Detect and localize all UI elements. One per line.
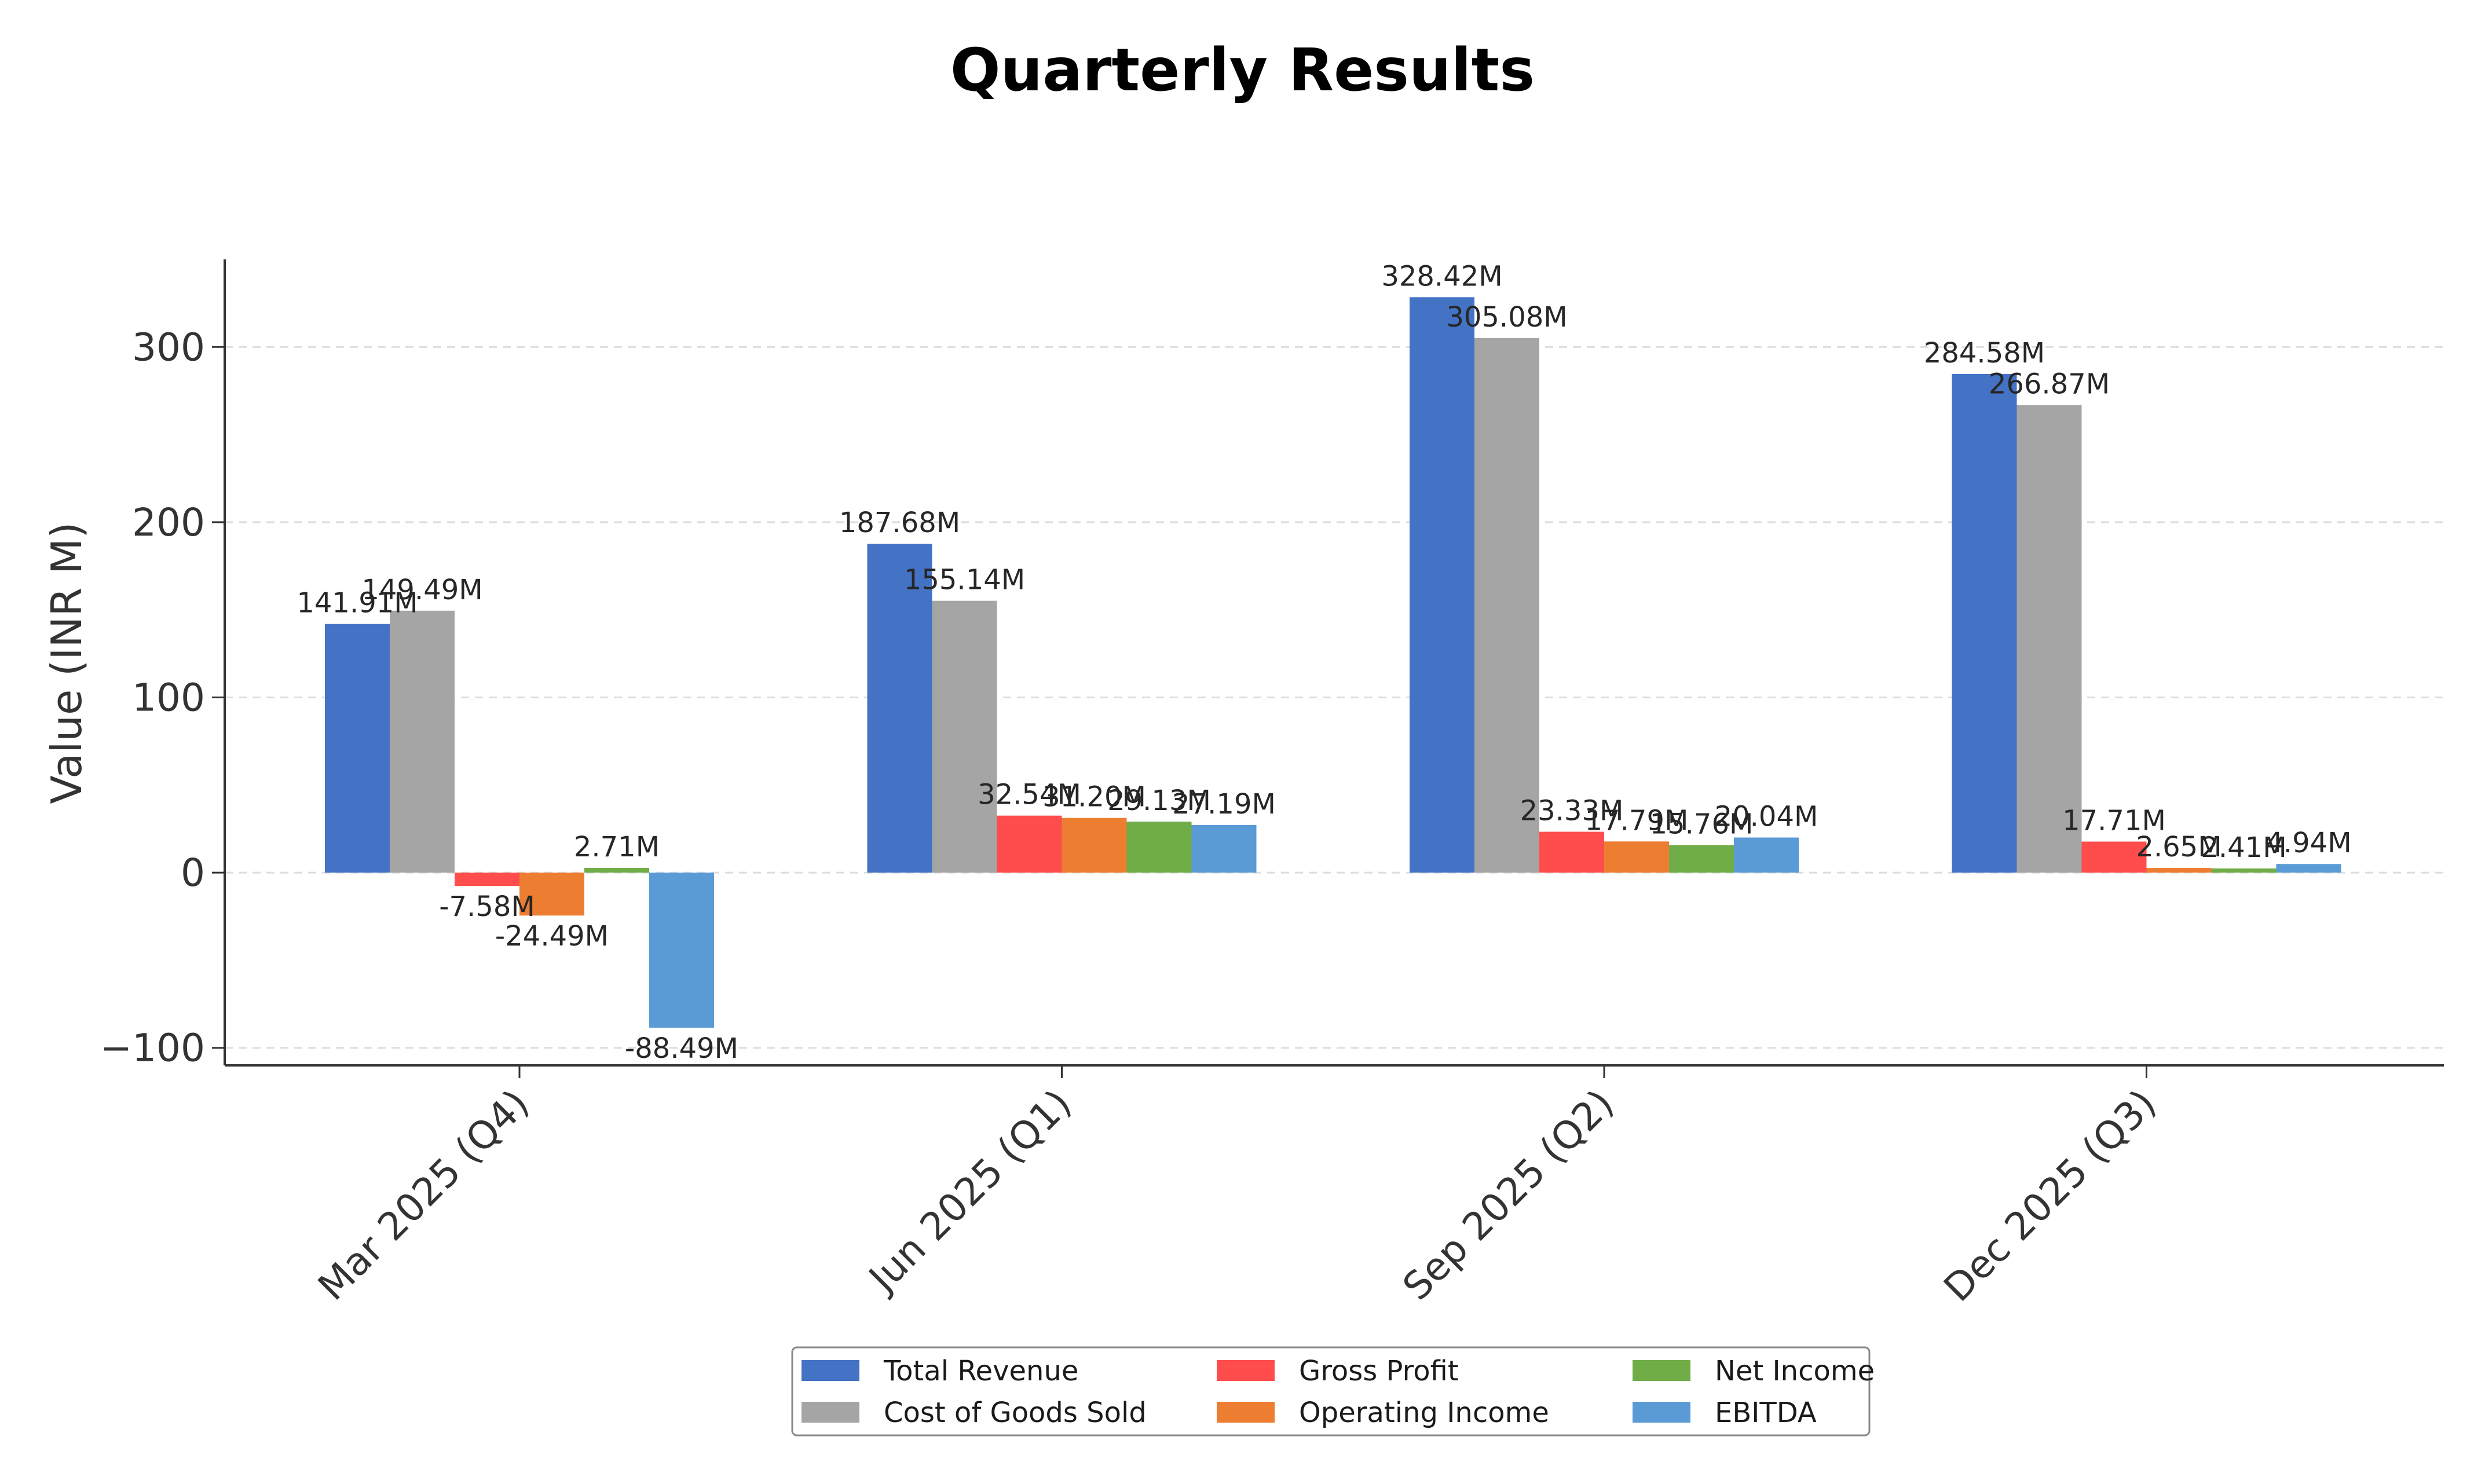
bar-gross-profit [2081,841,2147,873]
bar-ebitda [1734,837,1799,873]
data-labels: 141.91M 187.68M 328.42M 284.58M 149.49M 155.1… [297,260,2351,1065]
legend-swatch [1217,1402,1275,1423]
data-label: -88.49M [625,1032,738,1065]
x-tick-label: Sep 2025 (Q2) [1395,1081,1623,1309]
legend-label: Net Income [1715,1355,1875,1387]
legend-swatch [802,1402,859,1423]
legend: Total Revenue Cost of Goods Sold Gross Pro… [791,1346,1875,1437]
bar-ebitda [2276,864,2341,873]
bar-net-income [1669,845,1734,873]
legend-swatch [1217,1360,1275,1381]
data-label: 305.08M [1446,301,1567,334]
bar-total-revenue [867,544,932,873]
bar-gross-profit [455,873,519,886]
bar-cost-of-goods-sold [390,610,455,873]
bar-cost-of-goods-sold [2016,405,2082,873]
bar-operating-income [1604,841,1669,873]
bar-total-revenue [325,624,390,873]
data-label: 17.79M [1585,804,1689,837]
data-label: 27.19M [1172,788,1276,820]
data-label: 328.42M [1381,260,1502,292]
x-tick-label: Jun 2025 (Q1) [859,1081,1079,1302]
data-label: 266.87M [1989,368,2110,401]
data-label: 29.13M [1107,785,1211,817]
data-label: 20.04M [1715,800,1818,833]
bar-total-revenue [1952,373,2017,873]
y-tick-label: 0 [181,851,205,895]
bar-ebitda [1191,825,1257,873]
legend-frame [791,1346,1871,1437]
bar-cost-of-goods-sold [932,600,997,873]
legend-label: EBITDA [1715,1397,1817,1429]
y-tick-label: 100 [132,676,205,720]
y-tick-label: −100 [100,1026,205,1071]
data-label: 15.76M [1650,808,1754,840]
legend-swatch [802,1360,859,1381]
bar-total-revenue [1410,297,1474,873]
legend-label: Operating Income [1299,1397,1549,1429]
bar-net-income [1126,821,1192,873]
data-label: 2.65M [2136,831,2222,863]
bar-net-income [2211,868,2277,873]
data-label: 2.71M [574,831,660,863]
data-label: 32.54M [978,779,1081,811]
bar-operating-income [1062,818,1127,873]
data-label: 17.71M [2062,805,2166,837]
y-axis-label: Value (INR M) [42,522,91,804]
data-label: 31.20M [1042,781,1146,814]
y-tick-label: 200 [132,500,205,545]
x-tick-label: Dec 2025 (Q3) [1935,1081,2165,1310]
bar-ebitda [649,873,714,1028]
data-label: 23.33M [1520,795,1624,827]
data-label: 155.14M [904,564,1025,596]
bar-gross-profit [1539,831,1604,873]
bar-net-income [584,867,649,873]
data-label: 284.58M [1924,337,2045,369]
data-label: 149.49M [361,574,482,606]
y-tick-label: 300 [132,325,205,369]
bar-gross-profit [997,815,1062,873]
data-label: 141.91M [297,587,418,620]
legend-swatch [1633,1402,1690,1423]
chart-title: Quarterly Results [950,36,1535,105]
legend-swatch [1633,1360,1690,1381]
bar-cost-of-goods-sold [1474,338,1539,873]
legend-label: Cost of Goods Sold [884,1397,1147,1429]
bar-operating-income [2146,868,2212,873]
bar-operating-income [519,873,584,916]
legend-label: Total Revenue [883,1355,1078,1387]
x-tick-label: Mar 2025 (Q4) [310,1081,538,1309]
data-label: 187.68M [839,507,960,539]
data-label: 2.41M [2201,831,2286,864]
data-label: -24.49M [495,920,609,952]
data-label: 4.94M [2266,827,2351,859]
data-label: -7.58M [439,891,535,923]
bars [325,297,2341,1028]
legend-label: Gross Profit [1299,1355,1459,1387]
